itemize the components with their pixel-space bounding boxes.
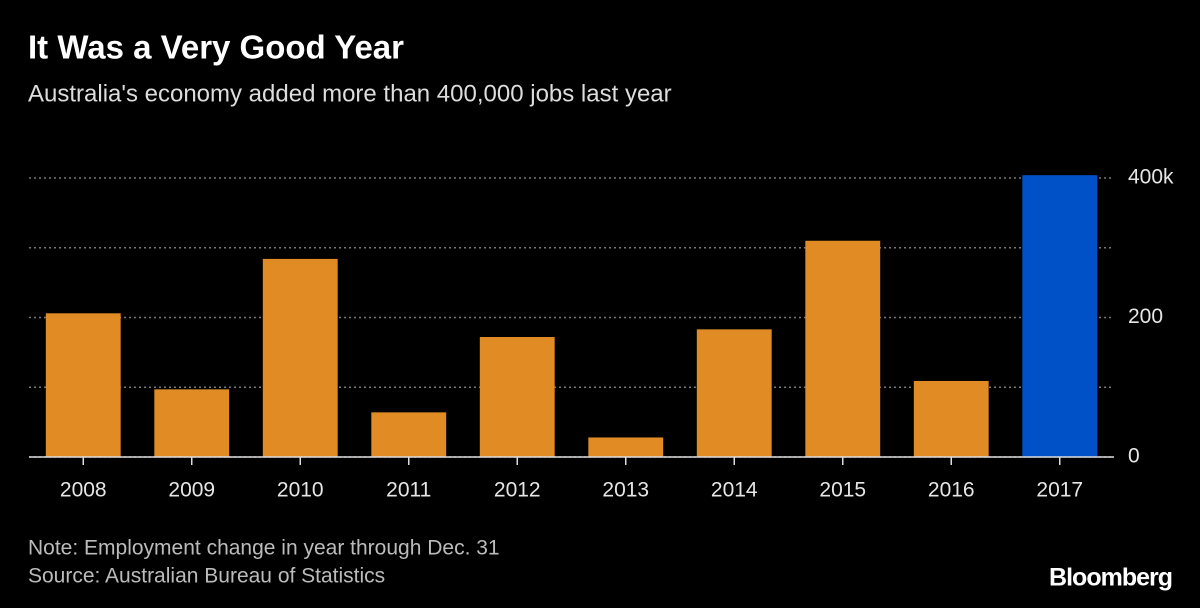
x-tick-label: 2014 xyxy=(711,479,758,502)
bar xyxy=(479,337,555,457)
x-tick-label: 2016 xyxy=(928,479,975,502)
x-tick-label: 2010 xyxy=(277,479,324,502)
y-tick-label: 200 xyxy=(1128,305,1163,328)
y-tick-label: 400k xyxy=(1128,166,1174,189)
x-tick-label: 2008 xyxy=(60,479,107,502)
bar xyxy=(371,412,447,457)
x-tick-label: 2013 xyxy=(602,479,649,502)
note: Note: Employment change in year through … xyxy=(28,537,500,560)
brand-logo: Bloomberg xyxy=(1049,564,1172,592)
x-tick-label: 2015 xyxy=(819,479,866,502)
x-tick-label: 2017 xyxy=(1036,479,1083,502)
x-tick-label: 2009 xyxy=(168,479,215,502)
source: Source: Australian Bureau of Statistics xyxy=(28,565,385,588)
bar xyxy=(696,329,772,457)
bar xyxy=(588,437,664,457)
bar xyxy=(262,258,338,457)
y-tick-label: 0 xyxy=(1128,445,1140,468)
bar xyxy=(805,240,881,457)
bar xyxy=(913,380,989,457)
bar xyxy=(1022,175,1098,457)
bar xyxy=(154,389,230,457)
bar xyxy=(45,313,121,457)
chart-subtitle: Australia's economy added more than 400,… xyxy=(28,80,672,107)
x-tick-label: 2011 xyxy=(386,479,431,502)
chart-title: It Was a Very Good Year xyxy=(28,29,404,66)
x-tick-label: 2012 xyxy=(494,479,541,502)
